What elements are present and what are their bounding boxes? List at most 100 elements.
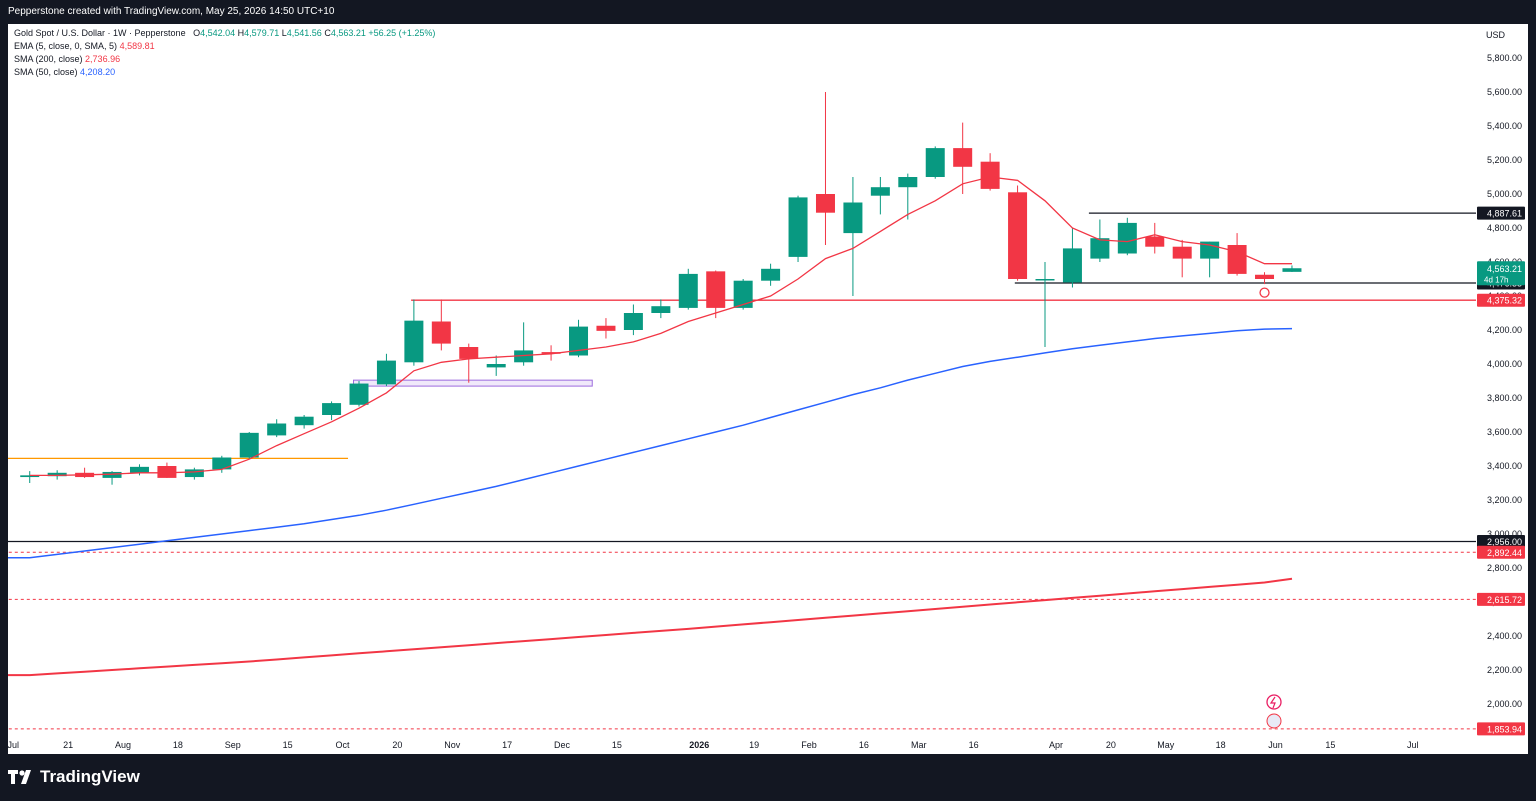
candle-body: [349, 383, 369, 405]
candle-body: [404, 320, 424, 363]
lightning-icon: [1266, 694, 1282, 710]
candle-body: [1090, 238, 1110, 259]
indicator-row-sma50[interactable]: SMA (50, close) 4,208.20: [14, 66, 435, 79]
x-tick-label: 15: [1325, 740, 1335, 750]
candle-body: [459, 347, 479, 359]
candle-body: [980, 161, 1000, 189]
indicator-label: SMA (50, close): [14, 67, 78, 77]
candle-body: [239, 432, 259, 458]
y-tick-label: 2,200.00: [1487, 665, 1522, 675]
x-tick-label: 17: [502, 740, 512, 750]
close-label: C: [324, 28, 331, 38]
high-value: 4,579.71: [244, 28, 280, 38]
chart-panel[interactable]: USD2,000.002,200.002,400.002,600.002,800…: [8, 24, 1528, 754]
candle-body: [815, 194, 835, 213]
price-axis: [1476, 24, 1528, 754]
candle-body: [623, 313, 643, 330]
price-tag-label: 2,892.44: [1487, 548, 1522, 558]
y-tick-label: 3,400.00: [1487, 461, 1522, 471]
candle-body: [184, 469, 204, 478]
currency-label: USD: [1486, 30, 1506, 40]
price-tag-label: 4,375.32: [1487, 296, 1522, 306]
caption-text: Pepperstone created with TradingView.com…: [8, 6, 335, 17]
x-tick-label: Apr: [1049, 740, 1063, 750]
candle-body: [925, 148, 945, 177]
x-tick-label: 19: [749, 740, 759, 750]
indicator-value: 4,208.20: [80, 67, 116, 77]
price-tag: [1477, 206, 1525, 220]
x-tick-label: Sep: [225, 740, 241, 750]
x-tick-label: Jul: [1407, 740, 1419, 750]
candle-body: [761, 268, 781, 281]
candle-body: [322, 403, 342, 415]
y-tick-label: 3,200.00: [1487, 495, 1522, 505]
tradingview-logo[interactable]: TradingView: [8, 767, 140, 787]
candle-body: [1117, 222, 1137, 254]
candle-body: [541, 352, 561, 354]
candle-body: [267, 423, 287, 436]
open-value: 4,542.04: [200, 28, 236, 38]
candle-body: [843, 202, 863, 234]
candle-body: [706, 271, 726, 308]
price-tag-label: 2,615.72: [1487, 595, 1522, 605]
price-tag: [1477, 722, 1525, 736]
low-value: 4,541.56: [286, 28, 322, 38]
tradingview-logo-icon: [8, 770, 31, 784]
x-tick-label: Dec: [554, 740, 571, 750]
y-tick-label: 5,800.00: [1487, 53, 1522, 63]
x-tick-label: 2026: [689, 740, 709, 750]
candle-body: [733, 280, 753, 308]
ema5-line: [29, 176, 1292, 477]
x-tick-label: 15: [283, 740, 293, 750]
x-tick-label: Nov: [444, 740, 461, 750]
candle-body: [157, 466, 177, 478]
price-chart[interactable]: USD2,000.002,200.002,400.002,600.002,800…: [8, 24, 1528, 754]
price-tag: [1477, 545, 1525, 559]
y-tick-label: 5,600.00: [1487, 87, 1522, 97]
candle-body: [431, 321, 451, 344]
candle-body: [1035, 279, 1055, 281]
indicator-label: EMA (5, close, 0, SMA, 5): [14, 41, 118, 51]
indicator-row-ema[interactable]: EMA (5, close, 0, SMA, 5) 4,589.81: [14, 40, 435, 53]
lightning-icon: [1269, 696, 1276, 709]
candle-body: [898, 177, 918, 188]
price-tag-label: 2,956.00: [1487, 537, 1522, 547]
caption-bar: Pepperstone created with TradingView.com…: [0, 0, 1536, 24]
y-tick-label: 4,200.00: [1487, 325, 1522, 335]
x-tick-label: 21: [63, 740, 73, 750]
candle-body: [129, 466, 149, 473]
countdown-label: 4d 17h: [1484, 275, 1508, 284]
x-tick-label: Jun: [1268, 740, 1283, 750]
candle-body: [376, 360, 396, 385]
high-label: H: [237, 28, 245, 38]
close-value: 4,563.21: [330, 28, 366, 38]
price-tag-label: 1,853.94: [1487, 724, 1522, 734]
flag-icon: [1266, 713, 1282, 729]
last-price-label: 4,563.21: [1487, 264, 1522, 274]
x-tick-label: 16: [969, 740, 979, 750]
indicator-value: 2,736.96: [85, 54, 121, 64]
candle-body: [294, 416, 314, 426]
candle-body: [870, 187, 890, 196]
tradingview-brand: TradingView: [40, 767, 140, 786]
x-tick-label: Feb: [801, 740, 817, 750]
y-tick-label: 4,800.00: [1487, 223, 1522, 233]
y-tick-label: 2,000.00: [1487, 699, 1522, 709]
y-tick-label: 5,000.00: [1487, 189, 1522, 199]
x-tick-label: 20: [392, 740, 402, 750]
y-tick-label: 5,200.00: [1487, 155, 1522, 165]
sma50-line: [8, 327, 1293, 559]
candle-body: [486, 364, 506, 368]
x-tick-label: Oct: [336, 740, 351, 750]
candle-body: [1172, 246, 1192, 259]
price-tag: [1477, 534, 1525, 548]
y-tick-label: 5,400.00: [1487, 121, 1522, 131]
candle-body: [596, 325, 616, 331]
x-tick-label: Jul: [8, 740, 19, 750]
alert-marker: [1259, 287, 1270, 298]
indicator-row-sma200[interactable]: SMA (200, close) 2,736.96: [14, 53, 435, 66]
candle-body: [1227, 245, 1247, 274]
footer-bar: [0, 754, 1536, 801]
candle-body: [788, 197, 808, 257]
last-price-tag: [1477, 261, 1525, 286]
